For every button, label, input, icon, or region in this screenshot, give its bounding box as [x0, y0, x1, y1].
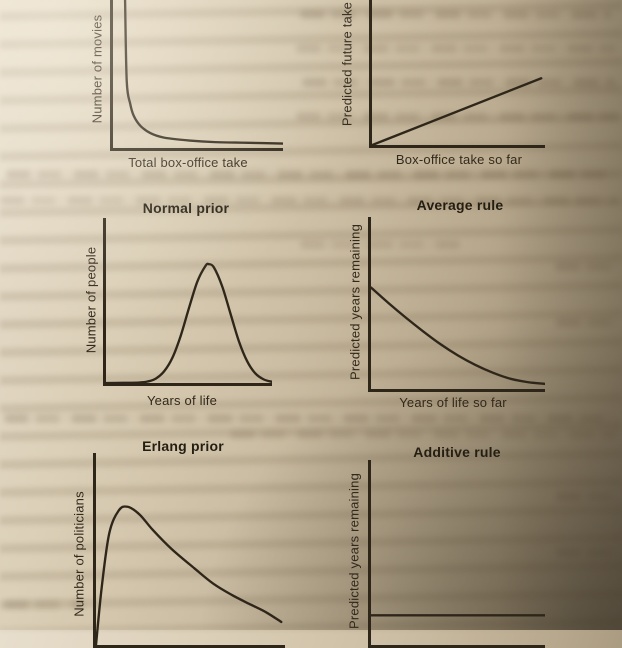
plot-area [93, 453, 285, 648]
x-axis-label: Years of life [146, 393, 218, 408]
chart-power-law-prior: Number of movies Total box-office take [89, 0, 283, 170]
photo-shadow-vignette [0, 0, 622, 630]
chart-additive-rule: Additive rule Predicted years remaining [346, 444, 545, 648]
plot-area [368, 460, 545, 648]
decay-curve [371, 286, 545, 386]
rising-line-curve [372, 77, 543, 145]
y-axis-label: Number of movies [89, 14, 105, 124]
ghost-text-line [296, 44, 616, 53]
y-axis-label: Predicted future take [339, 1, 355, 127]
ghost-text-line [302, 78, 616, 87]
x-axis-label: Years of life so far [399, 395, 507, 410]
y-axis-label: Number of people [83, 246, 99, 354]
plot-area [368, 217, 545, 392]
ghost-text-line [4, 600, 84, 609]
x-axis-label: Total box-office take [128, 155, 248, 170]
ghost-text-line [296, 112, 618, 121]
chart-multiplicative-rule: Predicted future take Box-office take so… [339, 0, 545, 167]
chart-title: Erlang prior [142, 438, 224, 454]
page-texture-ghost-text [0, 0, 622, 630]
y-axis-label: Predicted years remaining [346, 472, 362, 630]
chart-erlang-prior: Erlang prior Number of politicians [71, 438, 285, 648]
ghost-text-line [4, 414, 614, 423]
chart-title: Average rule [416, 197, 504, 213]
chart-normal-prior: Normal prior Number of people Years of l… [83, 200, 272, 408]
y-axis-label: Number of politicians [71, 491, 87, 617]
plot-area [110, 0, 283, 151]
chart-title: Normal prior [142, 200, 230, 216]
chart-average-rule: Average rule Predicted years remaining Y… [347, 197, 545, 410]
ghost-text-line [230, 430, 618, 439]
erlang-curve [96, 505, 283, 645]
y-axis-label: Predicted years remaining [347, 223, 363, 381]
ghost-text-line [555, 262, 619, 271]
bell-curve [106, 262, 272, 383]
ghost-text-line [556, 318, 618, 327]
ghost-text-line [300, 240, 460, 249]
ghost-text-line [556, 492, 618, 501]
chart-title: Additive rule [413, 444, 501, 460]
plot-area [369, 0, 545, 148]
flat-line-curve [371, 614, 545, 617]
power-law-curve [123, 0, 283, 145]
plot-area [103, 218, 272, 386]
x-axis-label: Box-office take so far [395, 152, 523, 167]
ghost-text-line [6, 170, 612, 179]
ghost-text-line [556, 548, 618, 557]
ghost-text-line [300, 10, 612, 19]
ghost-text-line [0, 196, 616, 205]
